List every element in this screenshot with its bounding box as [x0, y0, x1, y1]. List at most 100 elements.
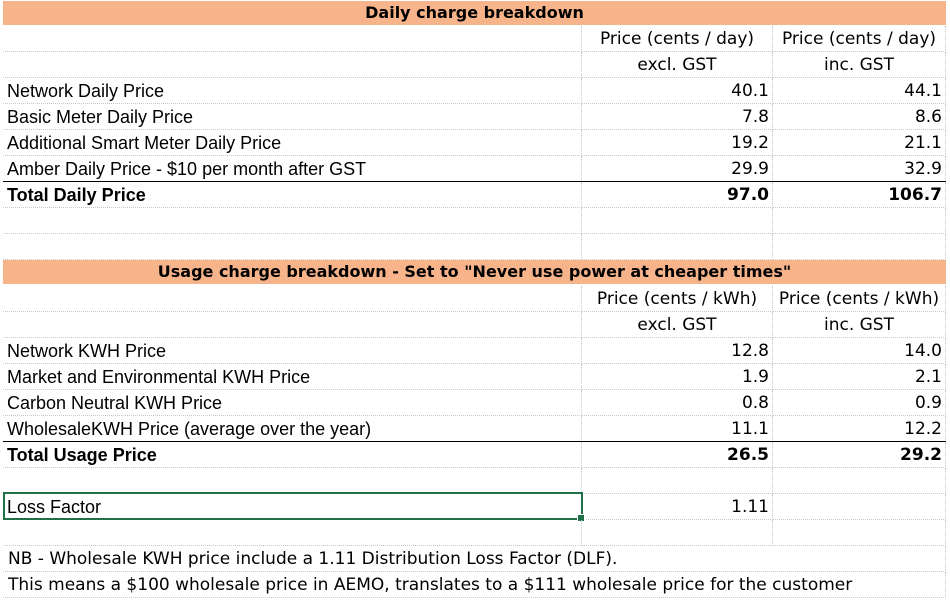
cell[interactable]: 29.9 [582, 156, 773, 182]
empty-row [0, 468, 950, 494]
note-row [0, 572, 950, 598]
row-label: Carbon Neutral KWH Price [7, 393, 223, 413]
cell[interactable]: 0.9 [773, 390, 946, 416]
cell[interactable]: 7.8 [582, 104, 773, 130]
cell[interactable] [3, 234, 582, 260]
cell[interactable] [582, 208, 773, 234]
cell[interactable]: inc. GST [773, 312, 946, 338]
cell[interactable]: 11.1 [582, 416, 773, 442]
cell[interactable] [3, 468, 582, 494]
cell[interactable]: 12.2 [773, 416, 946, 442]
usage-header-row-1: Price (cents / kWh) Price (cents / kWh) [0, 286, 950, 312]
row-label: WholesaleKWH Price (average over the yea… [7, 419, 372, 439]
cell[interactable]: inc. GST [773, 52, 946, 78]
cell[interactable]: 29.2 [773, 442, 946, 468]
cell[interactable] [3, 52, 582, 78]
row-excl-value: 12.8 [731, 341, 769, 361]
row-inc-value: 8.6 [914, 107, 942, 127]
usage-total-inc: 29.2 [900, 445, 942, 465]
cell[interactable]: Network KWH Price [3, 338, 582, 364]
cell[interactable] [773, 208, 946, 234]
daily-title: Daily charge breakdown [365, 3, 584, 22]
cell[interactable]: 32.9 [773, 156, 946, 182]
row-label: Network Daily Price [7, 81, 165, 101]
cell[interactable]: 97.0 [582, 182, 773, 208]
cell[interactable] [3, 26, 582, 52]
row-label: Amber Daily Price - $10 per month after … [7, 159, 367, 179]
daily-inc-header: Price (cents / day) [781, 29, 937, 49]
cell[interactable]: Carbon Neutral KWH Price [3, 390, 582, 416]
usage-inc-header: Price (cents / kWh) [778, 289, 940, 309]
table-row: Additional Smart Meter Daily Price 19.2 … [0, 130, 950, 156]
cell[interactable]: 2.1 [773, 364, 946, 390]
cell[interactable] [773, 494, 946, 520]
usage-title: Usage charge breakdown - Set to "Never u… [157, 262, 792, 281]
cell[interactable]: 12.8 [582, 338, 773, 364]
selected-cell-outline[interactable] [3, 492, 585, 522]
row-excl-value: 7.8 [741, 107, 769, 127]
cell[interactable]: 26.5 [582, 442, 773, 468]
row-inc-value: 21.1 [904, 133, 942, 153]
daily-excl-header: Price (cents / day) [599, 29, 755, 49]
daily-title-band[interactable]: Daily charge breakdown [3, 1, 946, 25]
cell[interactable]: Basic Meter Daily Price [3, 104, 582, 130]
cell[interactable]: 19.2 [582, 130, 773, 156]
usage-header-row-2: excl. GST inc. GST [0, 312, 950, 338]
row-excl-value: 11.1 [731, 419, 769, 439]
cell[interactable]: Total Usage Price [3, 442, 582, 468]
cell[interactable]: Amber Daily Price - $10 per month after … [3, 156, 582, 182]
cell[interactable]: Price (cents / day) [582, 26, 773, 52]
usage-total-row: Total Usage Price 26.5 29.2 [0, 442, 950, 468]
cell[interactable]: excl. GST [582, 312, 773, 338]
cell[interactable] [582, 520, 773, 546]
row-label: Basic Meter Daily Price [7, 107, 194, 127]
cell[interactable] [582, 468, 773, 494]
table-row: Carbon Neutral KWH Price 0.8 0.9 [0, 390, 950, 416]
cell[interactable]: 0.8 [582, 390, 773, 416]
daily-header-row-1: Price (cents / day) Price (cents / day) [0, 26, 950, 52]
total-divider [3, 441, 946, 442]
usage-title-band[interactable]: Usage charge breakdown - Set to "Never u… [3, 260, 946, 284]
empty-row [0, 208, 950, 234]
cell[interactable]: Additional Smart Meter Daily Price [3, 130, 582, 156]
empty-row [0, 234, 950, 260]
cell[interactable]: 8.6 [773, 104, 946, 130]
cell[interactable]: 1.9 [582, 364, 773, 390]
usage-excl-header: Price (cents / kWh) [596, 289, 758, 309]
cell[interactable] [3, 208, 582, 234]
table-row: Market and Environmental KWH Price 1.9 2… [0, 364, 950, 390]
cell[interactable] [3, 286, 582, 312]
cell[interactable]: Price (cents / kWh) [773, 286, 946, 312]
total-divider [3, 181, 946, 182]
cell[interactable]: 40.1 [582, 78, 773, 104]
cell[interactable] [3, 546, 946, 572]
cell[interactable]: Price (cents / kWh) [582, 286, 773, 312]
cell[interactable] [582, 234, 773, 260]
cell[interactable] [773, 234, 946, 260]
cell[interactable] [773, 520, 946, 546]
cell[interactable]: Total Daily Price [3, 182, 582, 208]
cell[interactable]: 21.1 [773, 130, 946, 156]
cell[interactable] [3, 520, 582, 546]
cell[interactable] [3, 312, 582, 338]
table-row: WholesaleKWH Price (average over the yea… [0, 416, 950, 442]
cell[interactable]: 44.1 [773, 78, 946, 104]
cell[interactable]: WholesaleKWH Price (average over the yea… [3, 416, 582, 442]
usage-total-excl: 26.5 [727, 445, 769, 465]
cell[interactable] [773, 468, 946, 494]
cell[interactable]: Network Daily Price [3, 78, 582, 104]
cell[interactable]: excl. GST [582, 52, 773, 78]
row-inc-value: 44.1 [904, 81, 942, 101]
cell[interactable]: Price (cents / day) [773, 26, 946, 52]
cell[interactable] [3, 572, 946, 598]
cell[interactable]: 106.7 [773, 182, 946, 208]
note-line-2: This means a $100 wholesale price in AEM… [8, 575, 853, 595]
table-row: Network KWH Price 12.8 14.0 [0, 338, 950, 364]
row-inc-value: 0.9 [914, 393, 942, 413]
cell[interactable]: 1.11 [582, 494, 773, 520]
row-inc-value: 12.2 [904, 419, 942, 439]
cell[interactable]: 14.0 [773, 338, 946, 364]
usage-total-label: Total Usage Price [7, 445, 157, 465]
cell[interactable]: Market and Environmental KWH Price [3, 364, 582, 390]
